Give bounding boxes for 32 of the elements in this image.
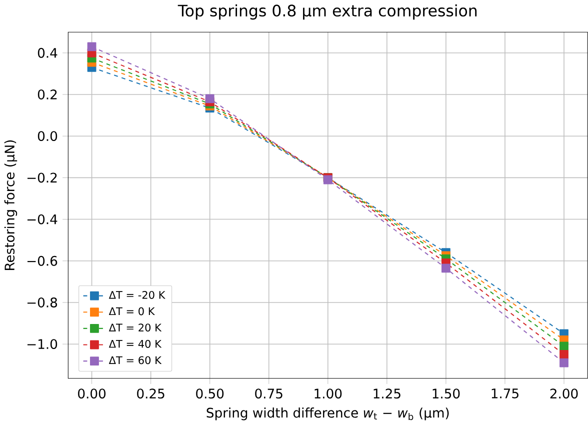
y-tick-label: 0.2: [38, 90, 57, 100]
x-tick-label: 1.75: [492, 388, 518, 399]
y-tick-label: −1.0: [27, 339, 58, 350]
x-tick-label: 0.00: [78, 388, 106, 399]
point: [441, 264, 450, 273]
legend-label: ΔT = 60 K: [108, 356, 162, 364]
x-tick-label: 0.25: [137, 388, 164, 399]
y-axis-title: Restoring force (µN): [4, 140, 18, 270]
point: [87, 42, 96, 52]
x-tick-label: 1.50: [432, 388, 460, 399]
y-tick-label: −0.2: [27, 172, 57, 183]
chart-title: Top springs 0.8 µm extra compression: [178, 4, 477, 20]
x-axis-title: Spring width difference w$_{t}$ − w$_{b}$ (µm): [206, 408, 449, 420]
y-tick-label: −0.8: [27, 298, 58, 308]
x-tick-label: 2.00: [550, 388, 578, 399]
x-tick-label: 1.25: [374, 388, 400, 399]
y-tick-label: 0.0: [38, 131, 58, 142]
point: [560, 350, 568, 360]
x-tick-label: 0.75: [255, 388, 282, 399]
legend-label: ΔT = -20 K: [108, 291, 166, 300]
x-tick-label: 1.00: [314, 388, 342, 399]
legend-label: ΔT = 40 K: [108, 340, 162, 348]
x-tick-label: 0.50: [196, 388, 224, 399]
point: [560, 358, 568, 368]
y-tick-label: −0.4: [27, 214, 58, 224]
y-tick-label: 0.4: [38, 48, 58, 58]
legend-label: ΔT = 20 K: [108, 324, 162, 332]
legend-label: ΔT = 0 K: [108, 307, 155, 316]
y-tick-label: −0.6: [27, 256, 58, 266]
point: [323, 176, 332, 184]
point: [560, 342, 568, 351]
point: [205, 94, 214, 104]
